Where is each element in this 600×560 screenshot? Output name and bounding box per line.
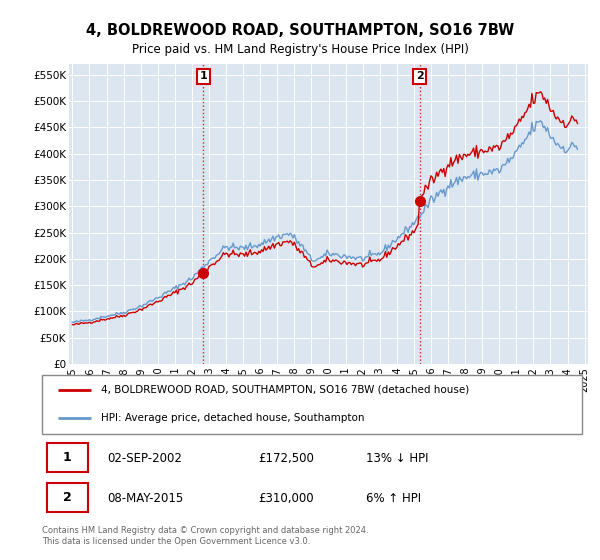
FancyBboxPatch shape (42, 375, 582, 434)
Text: 6% ↑ HPI: 6% ↑ HPI (366, 492, 421, 505)
FancyBboxPatch shape (47, 483, 88, 512)
Text: HPI: Average price, detached house, Southampton: HPI: Average price, detached house, Sout… (101, 413, 365, 423)
Text: £172,500: £172,500 (258, 452, 314, 465)
Text: 2: 2 (416, 71, 424, 81)
Text: 1: 1 (63, 451, 72, 464)
FancyBboxPatch shape (47, 444, 88, 472)
Text: 4, BOLDREWOOD ROAD, SOUTHAMPTON, SO16 7BW: 4, BOLDREWOOD ROAD, SOUTHAMPTON, SO16 7B… (86, 24, 514, 38)
Text: £310,000: £310,000 (258, 492, 314, 505)
Text: 2: 2 (63, 491, 72, 505)
Text: Price paid vs. HM Land Registry's House Price Index (HPI): Price paid vs. HM Land Registry's House … (131, 43, 469, 56)
Text: 02-SEP-2002: 02-SEP-2002 (107, 452, 182, 465)
Text: 08-MAY-2015: 08-MAY-2015 (107, 492, 183, 505)
Text: Contains HM Land Registry data © Crown copyright and database right 2024.
This d: Contains HM Land Registry data © Crown c… (42, 526, 368, 546)
Text: 1: 1 (199, 71, 207, 81)
Text: 13% ↓ HPI: 13% ↓ HPI (366, 452, 428, 465)
Text: 4, BOLDREWOOD ROAD, SOUTHAMPTON, SO16 7BW (detached house): 4, BOLDREWOOD ROAD, SOUTHAMPTON, SO16 7B… (101, 385, 470, 395)
